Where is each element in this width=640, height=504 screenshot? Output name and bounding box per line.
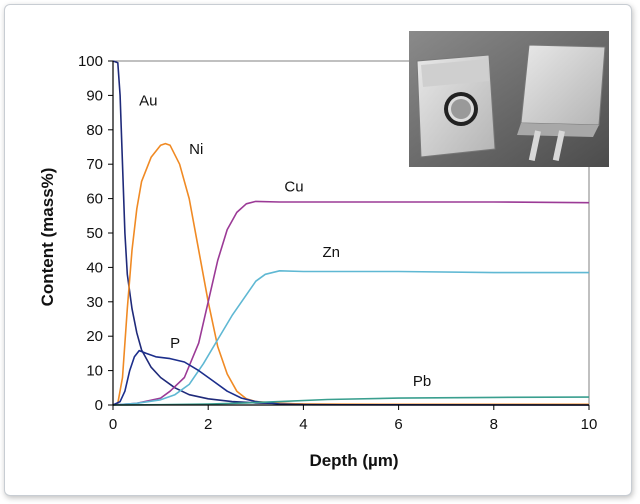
y-tick-label: 50 [86, 225, 103, 242]
y-tick-label: 80 [86, 122, 103, 139]
series-line-zn [112, 270, 589, 406]
x-tick-label: 4 [299, 416, 307, 433]
series-label-p: P [170, 335, 180, 352]
x-tick-label: 10 [581, 416, 598, 433]
chart-frame: Au Ni Cu Zn P Pb 0 10 20 30 40 50 60 70 80 90 100 0 2 4 6 8 1… [4, 4, 632, 496]
y-tick-label: 20 [86, 328, 103, 345]
series-label-ni: Ni [189, 141, 203, 158]
y-tick-label: 30 [86, 294, 103, 311]
x-tick-label: 2 [204, 416, 212, 433]
series-line-cu [112, 200, 590, 406]
x-tick-label: 8 [490, 416, 498, 433]
series-label-zn: Zn [322, 244, 340, 261]
series-label-au: Au [139, 93, 157, 110]
x-tick-label: 6 [394, 416, 402, 433]
y-tick-label: 70 [86, 156, 103, 173]
x-axis-title: Depth (µm) [309, 451, 398, 470]
y-tick-label: 10 [86, 363, 103, 380]
y-axis-title: Content (mass%) [38, 168, 57, 307]
y-tick-label: 90 [86, 87, 103, 104]
x-tick-label: 0 [109, 416, 117, 433]
inset-photo [409, 31, 609, 167]
series-label-cu: Cu [284, 179, 303, 196]
series-label-pb: Pb [413, 373, 431, 390]
y-tick-label: 40 [86, 259, 103, 276]
y-tick-label: 60 [86, 191, 103, 208]
inset-photo-image [409, 31, 609, 167]
y-tick-label: 100 [78, 53, 103, 70]
y-tick-label: 0 [95, 397, 103, 414]
axes-layer: 0 10 20 30 40 50 60 70 80 90 100 0 2 4 6 8 10 [78, 53, 597, 433]
